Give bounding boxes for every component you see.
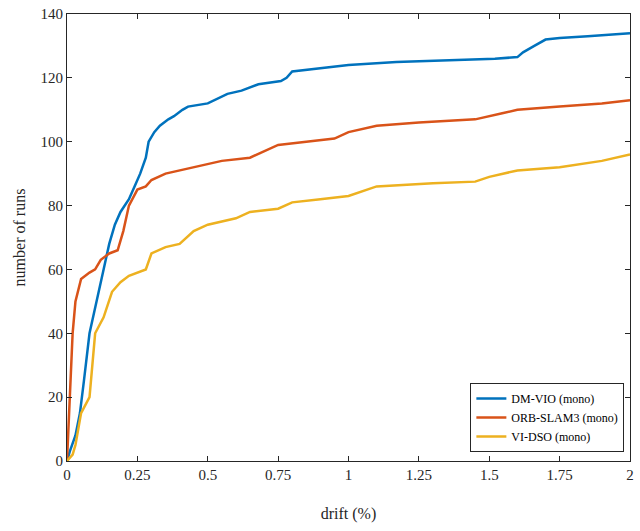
svg-text:ORB-SLAM3 (mono): ORB-SLAM3 (mono)	[511, 411, 617, 425]
svg-text:60: 60	[48, 262, 63, 278]
svg-text:1.5: 1.5	[480, 467, 499, 483]
svg-text:0: 0	[63, 467, 71, 483]
svg-text:120: 120	[41, 70, 64, 86]
svg-text:1.75: 1.75	[547, 467, 573, 483]
svg-text:20: 20	[48, 389, 63, 405]
svg-text:drift (%): drift (%)	[321, 505, 377, 523]
svg-text:100: 100	[41, 134, 64, 150]
svg-text:80: 80	[48, 198, 63, 214]
svg-text:number of runs: number of runs	[11, 189, 28, 287]
svg-text:0.25: 0.25	[124, 467, 150, 483]
svg-text:DM-VIO (mono): DM-VIO (mono)	[511, 392, 594, 406]
svg-text:140: 140	[41, 6, 64, 22]
svg-text:40: 40	[48, 326, 63, 342]
svg-text:1.25: 1.25	[406, 467, 432, 483]
svg-text:0: 0	[56, 453, 64, 469]
svg-text:2: 2	[626, 467, 634, 483]
svg-text:VI-DSO (mono): VI-DSO (mono)	[511, 430, 590, 444]
svg-text:1: 1	[345, 467, 353, 483]
svg-text:0.5: 0.5	[198, 467, 217, 483]
svg-text:0.75: 0.75	[265, 467, 291, 483]
